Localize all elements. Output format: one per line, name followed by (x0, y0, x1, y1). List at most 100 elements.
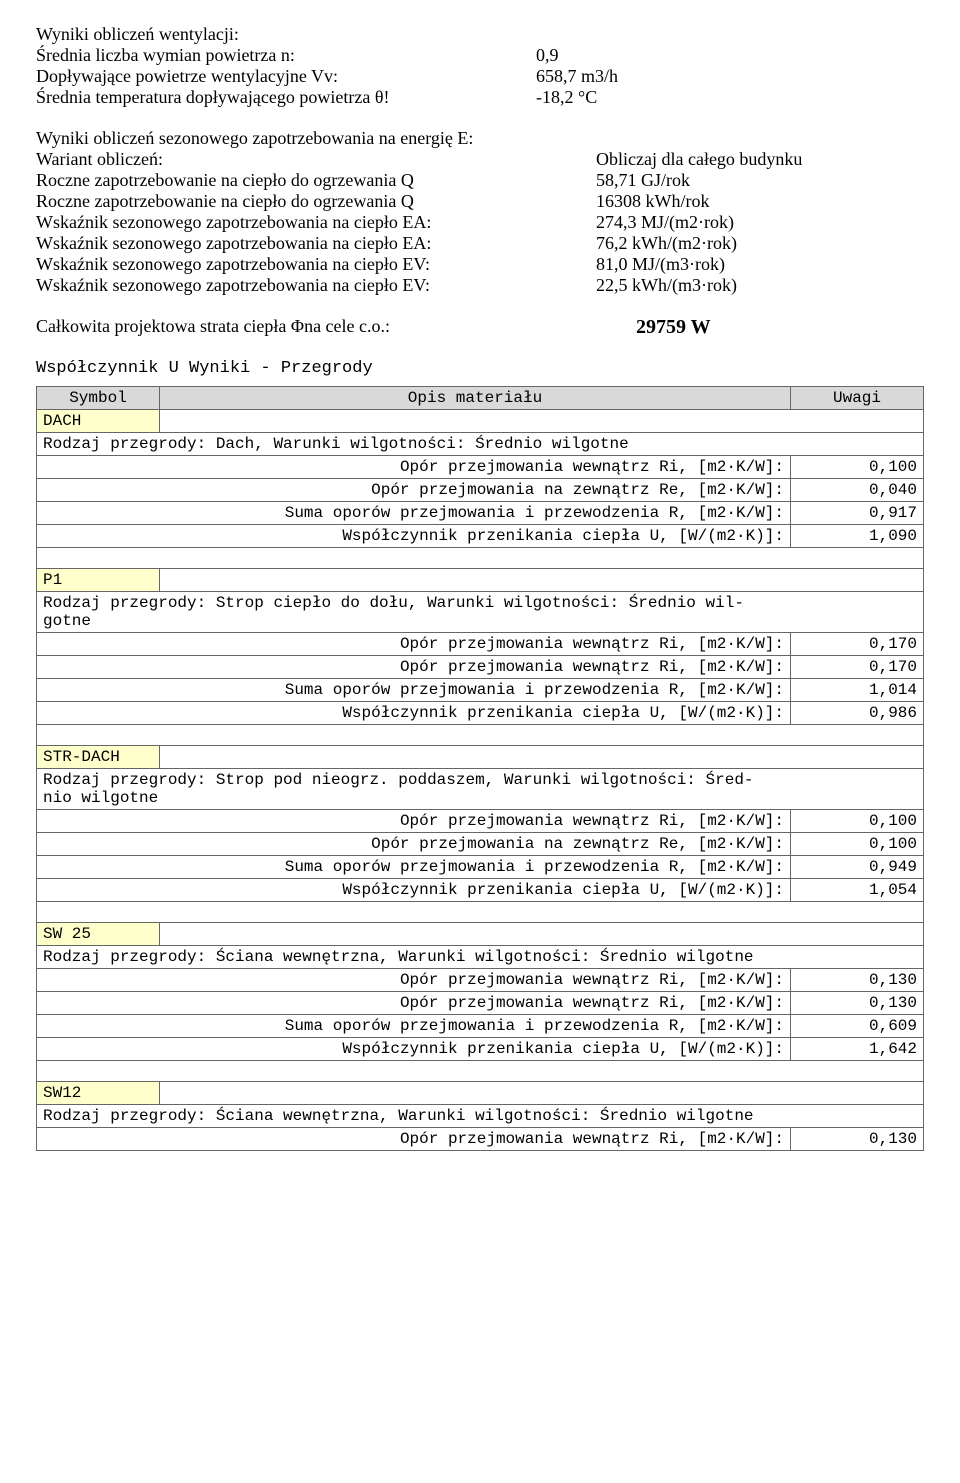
data-row: Suma oporów przejmowania i przewodzenia … (37, 856, 924, 879)
param-label: Opór przejmowania wewnątrz Ri, [m2·K/W]: (37, 969, 791, 992)
group-desc-row: Rodzaj przegrody: Strop pod nieogrz. pod… (37, 769, 924, 810)
group-desc: Rodzaj przegrody: Strop pod nieogrz. pod… (37, 769, 924, 810)
param-value: 0,100 (791, 833, 924, 856)
group-symbol: SW 25 (37, 923, 160, 946)
seasonal-title: Wyniki obliczeń sezonowego zapotrzebowan… (36, 128, 924, 149)
spacer (37, 1061, 924, 1082)
col-symbol: Symbol (37, 387, 160, 410)
group-empty (160, 923, 924, 946)
param-label: Opór przejmowania na zewnątrz Re, [m2·K/… (37, 833, 791, 856)
vent-row: Średnia liczba wymian powietrza n: 0,9 (36, 45, 924, 66)
data-row: Opór przejmowania wewnątrz Ri, [m2·K/W]:… (37, 969, 924, 992)
seasonal-label: Wskaźnik sezonowego zapotrzebowania na c… (36, 212, 596, 233)
seasonal-results: Wyniki obliczeń sezonowego zapotrzebowan… (36, 128, 924, 296)
group-symbol-row: STR-DACH (37, 746, 924, 769)
seasonal-value: 81,0 MJ/(m3·rok) (596, 254, 924, 275)
vent-row: Dopływające powietrze wentylacyjne Vv: 6… (36, 66, 924, 87)
data-row: Opór przejmowania wewnątrz Ri, [m2·K/W]:… (37, 1128, 924, 1151)
param-value: 0,917 (791, 502, 924, 525)
total-heat-loss-row: Całkowita projektowa strata ciepła Φna c… (36, 316, 924, 339)
data-row: Opór przejmowania wewnątrz Ri, [m2·K/W]:… (37, 656, 924, 679)
seasonal-value: 22,5 kWh/(m3·rok) (596, 275, 924, 296)
vent-label: Dopływające powietrze wentylacyjne Vv: (36, 66, 536, 87)
param-label: Opór przejmowania wewnątrz Ri, [m2·K/W]: (37, 992, 791, 1015)
table-header-row: Symbol Opis materiału Uwagi (37, 387, 924, 410)
param-label: Opór przejmowania wewnątrz Ri, [m2·K/W]: (37, 633, 791, 656)
data-row: Suma oporów przejmowania i przewodzenia … (37, 679, 924, 702)
data-row: Współczynnik przenikania ciepła U, [W/(m… (37, 1038, 924, 1061)
vent-value: 658,7 m3/h (536, 66, 924, 87)
vent-label: Średnia liczba wymian powietrza n: (36, 45, 536, 66)
param-value: 0,986 (791, 702, 924, 725)
seasonal-label: Wariant obliczeń: (36, 149, 596, 170)
param-label: Opór przejmowania wewnątrz Ri, [m2·K/W]: (37, 1128, 791, 1151)
group-desc: Rodzaj przegrody: Strop ciepło do dołu, … (37, 592, 924, 633)
param-label: Współczynnik przenikania ciepła U, [W/(m… (37, 879, 791, 902)
group-symbol-row: P1 (37, 569, 924, 592)
data-row: Współczynnik przenikania ciepła U, [W/(m… (37, 702, 924, 725)
seasonal-row: Wskaźnik sezonowego zapotrzebowania na c… (36, 275, 924, 296)
vent-value: 0,9 (536, 45, 924, 66)
data-row: Opór przejmowania na zewnątrz Re, [m2·K/… (37, 479, 924, 502)
data-row: Suma oporów przejmowania i przewodzenia … (37, 502, 924, 525)
data-row: Opór przejmowania wewnątrz Ri, [m2·K/W]:… (37, 992, 924, 1015)
param-label: Suma oporów przejmowania i przewodzenia … (37, 679, 791, 702)
param-value: 1,642 (791, 1038, 924, 1061)
seasonal-label: Roczne zapotrzebowanie na ciepło do ogrz… (36, 191, 596, 212)
data-row: Opór przejmowania wewnątrz Ri, [m2·K/W]:… (37, 456, 924, 479)
data-row: Opór przejmowania na zewnątrz Re, [m2·K/… (37, 833, 924, 856)
seasonal-label: Roczne zapotrzebowanie na ciepło do ogrz… (36, 170, 596, 191)
group-desc-row: Rodzaj przegrody: Ściana wewnętrzna, War… (37, 946, 924, 969)
param-value: 0,100 (791, 810, 924, 833)
group-desc: Rodzaj przegrody: Ściana wewnętrzna, War… (37, 946, 924, 969)
seasonal-label: Wskaźnik sezonowego zapotrzebowania na c… (36, 275, 596, 296)
data-row: Opór przejmowania wewnątrz Ri, [m2·K/W]:… (37, 810, 924, 833)
group-desc-row: Rodzaj przegrody: Ściana wewnętrzna, War… (37, 1105, 924, 1128)
seasonal-value: 76,2 kWh/(m2·rok) (596, 233, 924, 254)
group-desc: Rodzaj przegrody: Dach, Warunki wilgotno… (37, 433, 924, 456)
param-label: Współczynnik przenikania ciepła U, [W/(m… (37, 525, 791, 548)
group-symbol-row: SW 25 (37, 923, 924, 946)
param-label: Współczynnik przenikania ciepła U, [W/(m… (37, 1038, 791, 1061)
param-label: Opór przejmowania na zewnątrz Re, [m2·K/… (37, 479, 791, 502)
group-symbol-row: DACH (37, 410, 924, 433)
ventilation-title: Wyniki obliczeń wentylacji: (36, 24, 924, 45)
vent-row: Średnia temperatura dopływającego powiet… (36, 87, 924, 108)
param-value: 0,170 (791, 656, 924, 679)
vent-label: Średnia temperatura dopływającego powiet… (36, 87, 536, 108)
group-desc-row: Rodzaj przegrody: Strop ciepło do dołu, … (37, 592, 924, 633)
spacer (37, 548, 924, 569)
param-value: 1,054 (791, 879, 924, 902)
col-uwagi: Uwagi (791, 387, 924, 410)
param-label: Suma oporów przejmowania i przewodzenia … (37, 502, 791, 525)
group-desc: Rodzaj przegrody: Ściana wewnętrzna, War… (37, 1105, 924, 1128)
ventilation-results: Wyniki obliczeń wentylacji: Średnia licz… (36, 24, 924, 108)
seasonal-row: Wariant obliczeń: Obliczaj dla całego bu… (36, 149, 924, 170)
group-empty (160, 1082, 924, 1105)
data-row: Współczynnik przenikania ciepła U, [W/(m… (37, 879, 924, 902)
seasonal-value: 58,71 GJ/rok (596, 170, 924, 191)
group-empty (160, 410, 924, 433)
seasonal-row: Wskaźnik sezonowego zapotrzebowania na c… (36, 233, 924, 254)
vent-value: -18,2 °C (536, 87, 924, 108)
param-label: Opór przejmowania wewnątrz Ri, [m2·K/W]: (37, 656, 791, 679)
group-empty (160, 569, 924, 592)
seasonal-value: 16308 kWh/rok (596, 191, 924, 212)
group-symbol: DACH (37, 410, 160, 433)
seasonal-label: Wskaźnik sezonowego zapotrzebowania na c… (36, 233, 596, 254)
seasonal-value: Obliczaj dla całego budynku (596, 149, 924, 170)
seasonal-row: Wskaźnik sezonowego zapotrzebowania na c… (36, 212, 924, 233)
param-label: Opór przejmowania wewnątrz Ri, [m2·K/W]: (37, 810, 791, 833)
u-results-title: Współczynnik U Wyniki - Przegrody (36, 359, 924, 378)
param-value: 0,130 (791, 1128, 924, 1151)
partitions-table: Symbol Opis materiału Uwagi DACH Rodzaj … (36, 386, 924, 1151)
param-value: 1,090 (791, 525, 924, 548)
seasonal-row: Roczne zapotrzebowanie na ciepło do ogrz… (36, 191, 924, 212)
param-label: Suma oporów przejmowania i przewodzenia … (37, 1015, 791, 1038)
group-symbol: STR-DACH (37, 746, 160, 769)
group-symbol: SW12 (37, 1082, 160, 1105)
param-value: 0,949 (791, 856, 924, 879)
seasonal-row: Wskaźnik sezonowego zapotrzebowania na c… (36, 254, 924, 275)
data-row: Współczynnik przenikania ciepła U, [W/(m… (37, 525, 924, 548)
param-value: 0,040 (791, 479, 924, 502)
